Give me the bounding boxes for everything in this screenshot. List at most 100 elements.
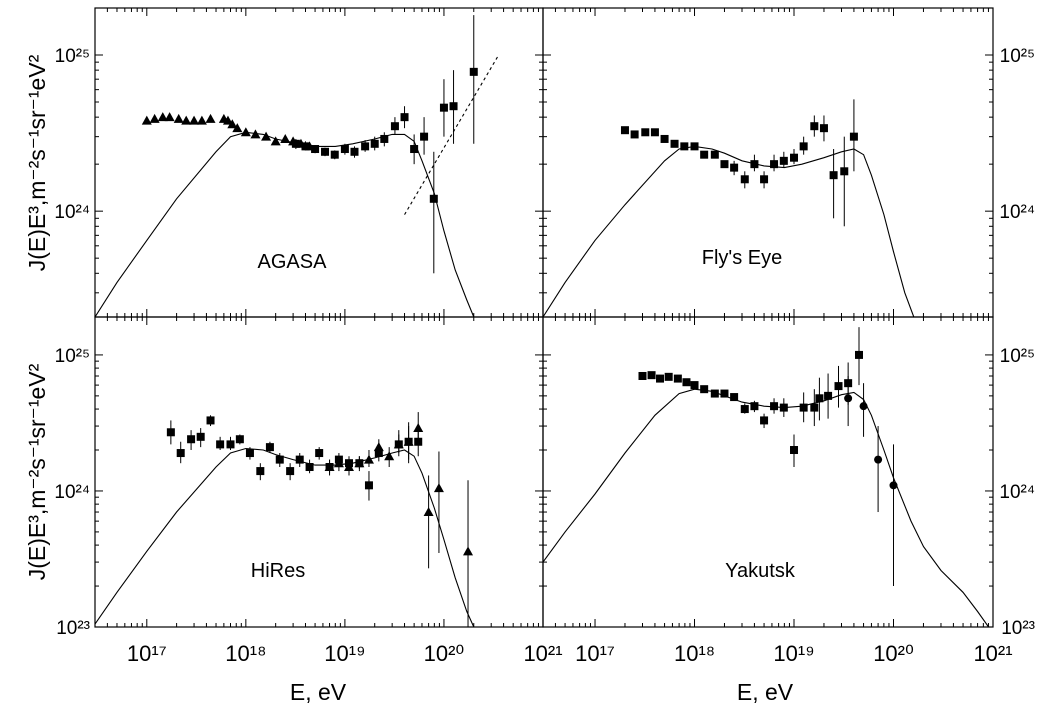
data-point-circle bbox=[859, 402, 868, 411]
plot-area bbox=[95, 15, 499, 317]
data-point-square bbox=[340, 145, 349, 154]
data-point-square bbox=[295, 455, 304, 464]
model-curve bbox=[95, 447, 475, 627]
data-point-triangle bbox=[433, 483, 444, 493]
data-point-square bbox=[245, 449, 254, 458]
data-point-square bbox=[720, 160, 729, 169]
data-point-square bbox=[449, 102, 458, 111]
data-point-square bbox=[834, 382, 843, 391]
data-point-triangle bbox=[373, 442, 384, 452]
data-point-triangle bbox=[189, 115, 200, 125]
data-point-square bbox=[730, 163, 739, 172]
data-point-square bbox=[824, 391, 833, 400]
data-point-square bbox=[750, 402, 759, 411]
data-point-square bbox=[829, 171, 838, 180]
data-point-square bbox=[840, 167, 849, 176]
data-point-square bbox=[439, 103, 448, 112]
data-point-square bbox=[760, 416, 769, 425]
x-tick-label: 10²⁰ bbox=[424, 641, 465, 666]
data-point-square bbox=[226, 440, 235, 449]
data-point-triangle bbox=[413, 423, 424, 433]
data-point-square bbox=[235, 435, 244, 444]
panel-top-left: 10²⁴ 10²⁵ AGASA bbox=[54, 7, 544, 318]
data-point-square bbox=[682, 378, 691, 387]
data-point-square bbox=[630, 130, 639, 139]
data-point-square bbox=[673, 374, 682, 383]
x-axis-label-right: E, eV bbox=[737, 679, 794, 705]
data-point-triangle bbox=[423, 507, 434, 517]
panel-top-right: 10²⁴ 10²⁵ Fly's Eye bbox=[542, 7, 1035, 318]
data-point-square bbox=[799, 142, 808, 151]
data-point-square bbox=[680, 142, 689, 151]
data-point-square bbox=[620, 126, 629, 135]
y-tick-label: 10²⁴ bbox=[999, 482, 1035, 503]
data-point-square bbox=[641, 128, 650, 137]
data-point-square bbox=[720, 389, 729, 398]
data-point-triangle bbox=[354, 458, 365, 468]
data-point-square bbox=[700, 385, 709, 394]
data-point-square bbox=[390, 122, 399, 131]
x-tick-label: 10¹⁹ bbox=[773, 641, 814, 666]
panel-frame bbox=[542, 316, 994, 628]
data-point-square bbox=[750, 160, 759, 169]
data-point-triangle bbox=[227, 119, 238, 129]
data-point-square bbox=[364, 481, 373, 490]
data-point-square bbox=[799, 403, 808, 412]
y-tick-label: 10²⁵ bbox=[1000, 346, 1035, 367]
data-point-square bbox=[710, 150, 719, 159]
x-tick-label: 10²⁰ bbox=[873, 641, 914, 666]
data-point-triangle bbox=[270, 136, 281, 146]
panel-frame bbox=[94, 316, 544, 628]
data-point-square bbox=[420, 132, 429, 141]
data-point-square bbox=[690, 142, 699, 151]
data-point-square bbox=[815, 394, 824, 403]
data-point-square bbox=[810, 122, 819, 131]
data-point-square bbox=[700, 150, 709, 159]
data-point-triangle bbox=[149, 113, 160, 123]
data-point-square bbox=[380, 134, 389, 143]
dashed-fit-line bbox=[404, 56, 499, 215]
y-tick-label: 10²⁴ bbox=[54, 202, 90, 223]
panel-label: Fly's Eye bbox=[702, 247, 783, 269]
x-tick-label: 10²¹ bbox=[973, 641, 1012, 666]
x-tick-label: 10¹⁷ bbox=[575, 641, 615, 666]
data-point-triangle bbox=[393, 439, 404, 449]
y-tick-label: 10²⁵ bbox=[55, 46, 90, 67]
data-point-triangle bbox=[333, 458, 344, 468]
y-tick-label: 10²³ bbox=[56, 618, 90, 639]
data-point-square bbox=[301, 142, 310, 151]
y-tick-label: 10²⁵ bbox=[55, 346, 90, 367]
panel-label: AGASA bbox=[258, 251, 328, 273]
y-axis-label-top: J(E)E³,m⁻²s⁻¹sr⁻¹eV² bbox=[24, 54, 50, 271]
data-point-triangle bbox=[173, 113, 184, 123]
data-point-square bbox=[790, 153, 799, 162]
data-point-triangle bbox=[240, 127, 251, 137]
panel-bottom-left: 10²³ 10²⁴ 10²⁵ 10¹⁷ 10¹⁸ 10¹⁹ 10²⁰ 10²¹ HiRes bbox=[54, 316, 563, 666]
data-point-square bbox=[330, 150, 339, 159]
data-point-square bbox=[710, 389, 719, 398]
data-point-square bbox=[469, 67, 478, 76]
data-point-triangle bbox=[343, 462, 354, 472]
data-point-square bbox=[670, 139, 679, 148]
data-point-square bbox=[429, 194, 438, 203]
data-point-square bbox=[760, 175, 769, 184]
x-tick-label: 10¹⁷ bbox=[127, 641, 167, 666]
x-tick-label: 10¹⁹ bbox=[324, 641, 365, 666]
data-point-square bbox=[819, 124, 828, 133]
data-point-square bbox=[779, 156, 788, 165]
data-point-square bbox=[849, 132, 858, 141]
data-point-triangle bbox=[222, 115, 233, 125]
data-point-triangle bbox=[463, 546, 474, 556]
y-axis-label-bottom: J(E)E³,m⁻²s⁻¹sr⁻¹eV² bbox=[24, 363, 50, 580]
data-point-triangle bbox=[280, 133, 291, 143]
data-point-square bbox=[779, 403, 788, 412]
model-curve bbox=[543, 388, 990, 627]
plot-area bbox=[543, 327, 990, 627]
data-point-triangle bbox=[196, 115, 207, 125]
y-tick-label: 10²⁴ bbox=[999, 202, 1035, 223]
data-point-circle bbox=[844, 394, 853, 403]
data-point-triangle bbox=[232, 123, 243, 133]
data-point-triangle bbox=[261, 131, 272, 141]
